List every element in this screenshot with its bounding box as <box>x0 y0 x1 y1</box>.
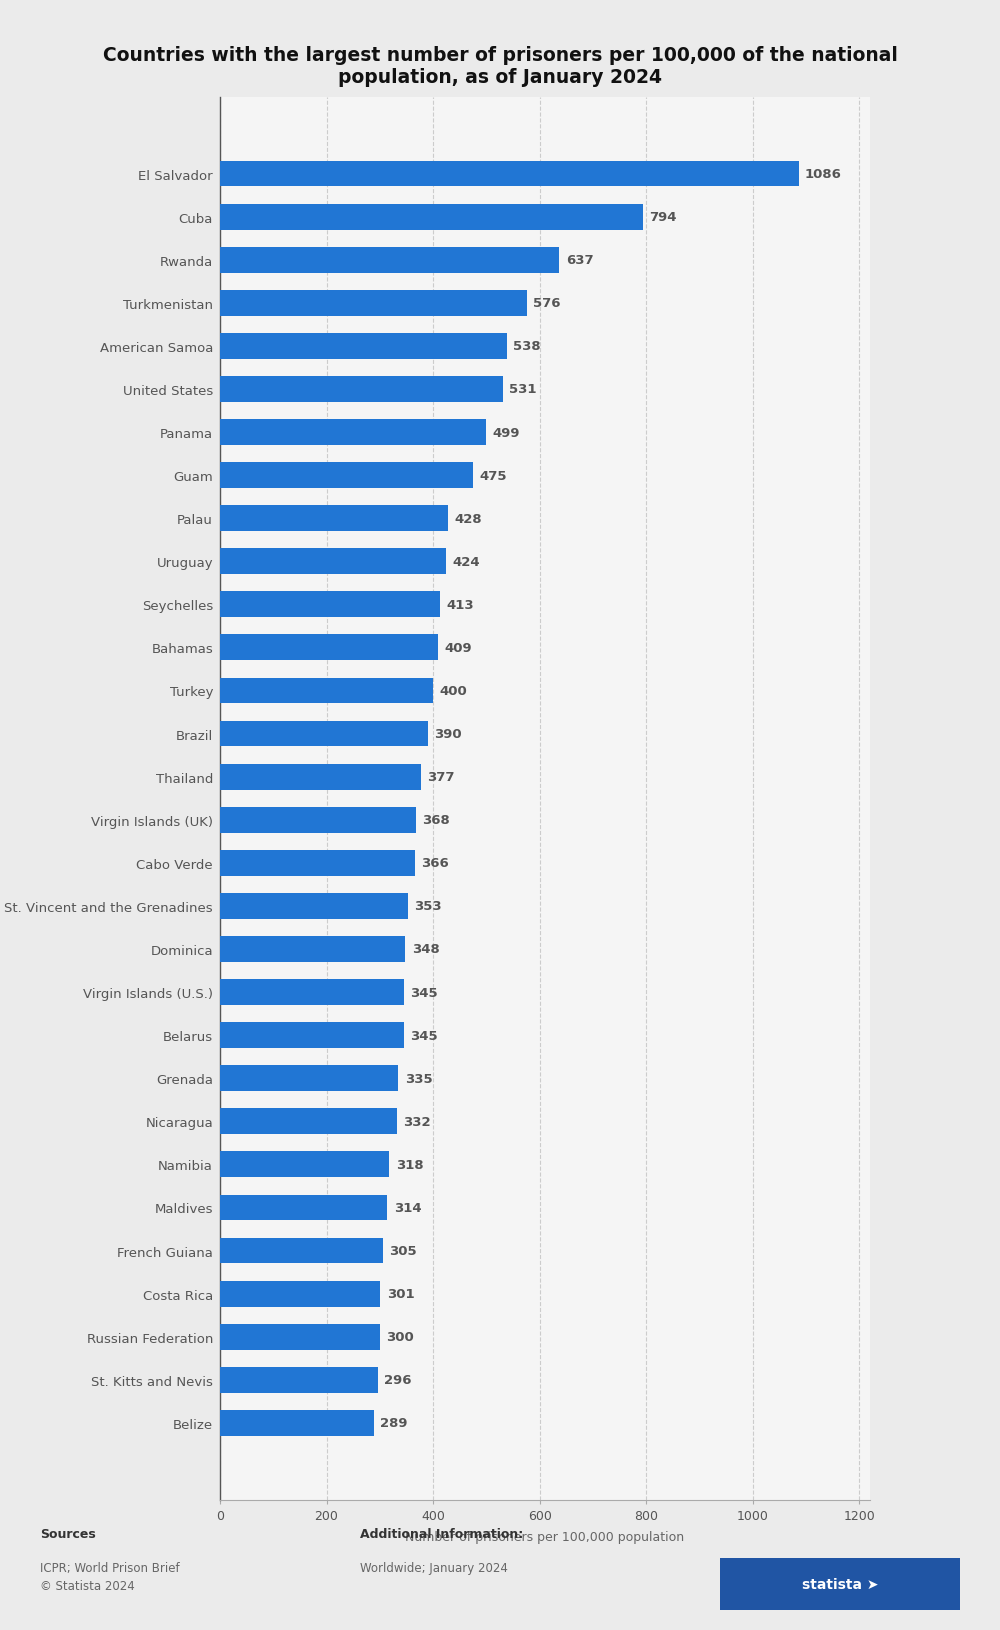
Text: 424: 424 <box>452 556 480 569</box>
Text: Countries with the largest number of prisoners per 100,000 of the national
popul: Countries with the largest number of pri… <box>103 46 897 86</box>
Text: statista ➤: statista ➤ <box>802 1578 878 1591</box>
Text: 348: 348 <box>412 942 440 955</box>
Text: 538: 538 <box>513 341 541 354</box>
Text: 289: 289 <box>380 1416 408 1430</box>
Bar <box>220 937 405 962</box>
Text: 1086: 1086 <box>805 168 842 181</box>
Text: 499: 499 <box>492 427 520 438</box>
Text: 576: 576 <box>533 297 561 310</box>
Text: 637: 637 <box>566 254 593 267</box>
Bar <box>220 1237 382 1263</box>
Text: 368: 368 <box>422 813 450 826</box>
Bar <box>220 636 438 660</box>
Text: 305: 305 <box>389 1244 417 1257</box>
Text: 366: 366 <box>421 857 449 870</box>
Bar <box>220 1195 387 1221</box>
Bar <box>220 678 433 704</box>
Bar <box>220 334 507 360</box>
Bar <box>220 851 415 877</box>
Bar <box>220 248 559 274</box>
Text: 332: 332 <box>403 1115 431 1128</box>
Text: 794: 794 <box>649 210 677 223</box>
Bar <box>220 205 643 230</box>
Text: 428: 428 <box>454 512 482 525</box>
Bar <box>220 720 428 747</box>
Text: 296: 296 <box>384 1374 412 1387</box>
Text: 314: 314 <box>394 1201 421 1214</box>
Bar <box>220 1368 378 1392</box>
Bar <box>220 549 446 575</box>
Text: 300: 300 <box>386 1330 414 1343</box>
Text: 409: 409 <box>444 642 472 655</box>
Text: 345: 345 <box>410 1029 438 1042</box>
Text: 400: 400 <box>440 685 467 698</box>
Bar <box>220 1281 380 1307</box>
Text: 377: 377 <box>427 771 455 784</box>
Bar <box>220 377 503 403</box>
Bar <box>220 807 416 833</box>
Bar <box>220 1066 398 1092</box>
Bar <box>220 980 404 1006</box>
X-axis label: Number of prisoners per 100,000 population: Number of prisoners per 100,000 populati… <box>405 1531 685 1544</box>
Bar <box>220 893 408 919</box>
Bar <box>220 161 799 187</box>
Bar <box>220 421 486 445</box>
Text: 531: 531 <box>509 383 537 396</box>
Text: Worldwide; January 2024: Worldwide; January 2024 <box>360 1562 508 1575</box>
Bar <box>220 505 448 531</box>
Bar <box>220 1324 380 1350</box>
Bar <box>220 463 473 489</box>
Bar <box>220 592 440 618</box>
Text: 390: 390 <box>434 727 462 740</box>
Bar <box>220 1410 374 1436</box>
Bar <box>220 1022 404 1048</box>
Text: 301: 301 <box>387 1288 414 1301</box>
Text: Sources: Sources <box>40 1527 96 1540</box>
Text: 475: 475 <box>479 469 507 482</box>
Bar <box>220 290 527 316</box>
Text: 335: 335 <box>405 1073 433 1086</box>
Text: ICPR; World Prison Brief
© Statista 2024: ICPR; World Prison Brief © Statista 2024 <box>40 1562 180 1593</box>
Bar <box>220 1152 389 1177</box>
Bar <box>220 1108 397 1134</box>
Text: 353: 353 <box>414 900 442 913</box>
Text: 413: 413 <box>446 598 474 611</box>
Text: 318: 318 <box>396 1159 423 1170</box>
Text: 345: 345 <box>410 986 438 999</box>
Bar <box>220 764 421 791</box>
Text: Additional Information:: Additional Information: <box>360 1527 523 1540</box>
